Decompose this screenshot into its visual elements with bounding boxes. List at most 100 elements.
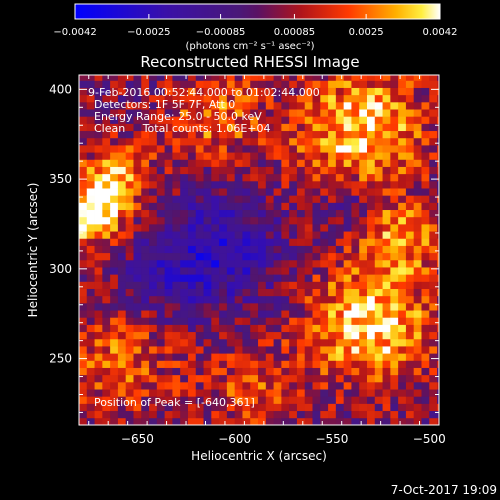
heatmap-cell: [265, 360, 274, 368]
heatmap-cell: [429, 202, 438, 211]
heatmap-cell: [125, 137, 134, 146]
heatmap-cell: [141, 417, 150, 425]
heatmap-cell: [94, 101, 103, 110]
heatmap-cell: [413, 274, 422, 282]
heatmap-cell: [351, 109, 360, 117]
heatmap-cell: [343, 145, 352, 153]
heatmap-cell: [219, 317, 228, 325]
heatmap-cell: [312, 346, 321, 354]
heatmap-cell: [219, 288, 228, 297]
heatmap-cell: [382, 274, 391, 282]
heatmap-cell: [94, 195, 103, 203]
heatmap-cell: [398, 374, 407, 383]
heatmap-cell: [437, 302, 439, 311]
heatmap-cell: [219, 331, 228, 340]
heatmap-cell: [94, 346, 103, 354]
heatmap-cell: [437, 288, 439, 297]
heatmap-cell: [351, 324, 360, 333]
heatmap-cell: [195, 80, 204, 88]
heatmap-cell: [374, 274, 383, 282]
heatmap-cell: [149, 331, 158, 340]
heatmap-cell: [226, 288, 236, 297]
heatmap-cell: [421, 209, 430, 218]
heatmap-cell: [195, 310, 204, 318]
heatmap-cell: [273, 94, 282, 103]
heatmap-cell: [195, 152, 204, 160]
heatmap-cell: [367, 317, 376, 325]
heatmap-cell: [273, 267, 282, 275]
heatmap-cell: [258, 417, 267, 425]
heatmap-cell: [203, 302, 212, 311]
heatmap-cell: [421, 338, 430, 347]
heatmap-cell: [367, 367, 376, 376]
heatmap-cell: [250, 159, 259, 167]
heatmap-cell: [141, 116, 150, 124]
heatmap-cell: [149, 159, 158, 167]
heatmap-cell: [413, 116, 422, 124]
heatmap-cell: [390, 94, 399, 103]
heatmap-cell: [79, 123, 88, 132]
heatmap-cell: [172, 159, 181, 167]
heatmap-cell: [320, 389, 329, 397]
heatmap-cell: [289, 353, 298, 361]
heatmap-cell: [180, 274, 189, 282]
heatmap-cell: [429, 116, 438, 124]
heatmap-cell: [187, 223, 197, 232]
heatmap-cell: [133, 389, 142, 397]
heatmap-cell: [351, 94, 360, 103]
heatmap-cell: [273, 417, 282, 425]
heatmap-cell: [382, 101, 391, 110]
heatmap-cell: [367, 245, 376, 254]
heatmap-cell: [312, 238, 321, 246]
heatmap-cell: [382, 166, 391, 175]
heatmap-cell: [234, 374, 243, 383]
heatmap-cell: [226, 202, 236, 211]
heatmap-cell: [79, 195, 88, 203]
heatmap-cell: [367, 295, 376, 304]
heatmap-cell: [304, 209, 313, 218]
heatmap-cell: [296, 130, 306, 139]
heatmap-cell: [320, 159, 329, 167]
heatmap-cell: [405, 317, 415, 325]
heatmap-cell: [413, 195, 422, 203]
heatmap-cell: [343, 80, 352, 88]
heatmap-cell: [133, 101, 142, 110]
heatmap-cell: [328, 94, 337, 103]
heatmap-cell: [226, 173, 236, 182]
heatmap-cell: [265, 302, 274, 311]
heatmap-cell: [211, 130, 220, 139]
heatmap-cell: [374, 145, 383, 153]
heatmap-cell: [211, 101, 220, 110]
heatmap-cell: [413, 137, 422, 146]
heatmap-cell: [429, 101, 438, 110]
heatmap-cell: [102, 87, 111, 96]
x-axis-title: Heliocentric X (arcsec): [191, 449, 327, 463]
heatmap-cell: [437, 396, 439, 404]
heatmap-cell: [312, 374, 321, 383]
heatmap-cell: [156, 116, 166, 124]
heatmap-cell: [172, 130, 181, 139]
heatmap-cell: [242, 302, 251, 311]
heatmap-cell: [180, 252, 189, 261]
heatmap-cell: [79, 338, 88, 347]
heatmap-cell: [265, 396, 274, 404]
heatmap-cell: [421, 302, 430, 311]
heatmap-cell: [437, 381, 439, 390]
heatmap-cell: [320, 216, 329, 225]
heatmap-cell: [437, 216, 439, 225]
heatmap-cell: [281, 188, 290, 196]
heatmap-cell: [156, 252, 166, 261]
heatmap-cell: [437, 238, 439, 246]
heatmap-cell: [374, 166, 383, 175]
heatmap-cell: [289, 389, 298, 397]
heatmap-cell: [335, 403, 345, 412]
heatmap-cell: [265, 245, 274, 254]
heatmap-cell: [312, 367, 321, 376]
heatmap-cell: [273, 137, 282, 146]
heatmap-cell: [328, 389, 337, 397]
heatmap-cell: [367, 145, 376, 153]
heatmap-cell: [382, 288, 391, 297]
heatmap-cell: [390, 317, 399, 325]
heatmap-cell: [328, 374, 337, 383]
heatmap-cell: [335, 346, 345, 354]
